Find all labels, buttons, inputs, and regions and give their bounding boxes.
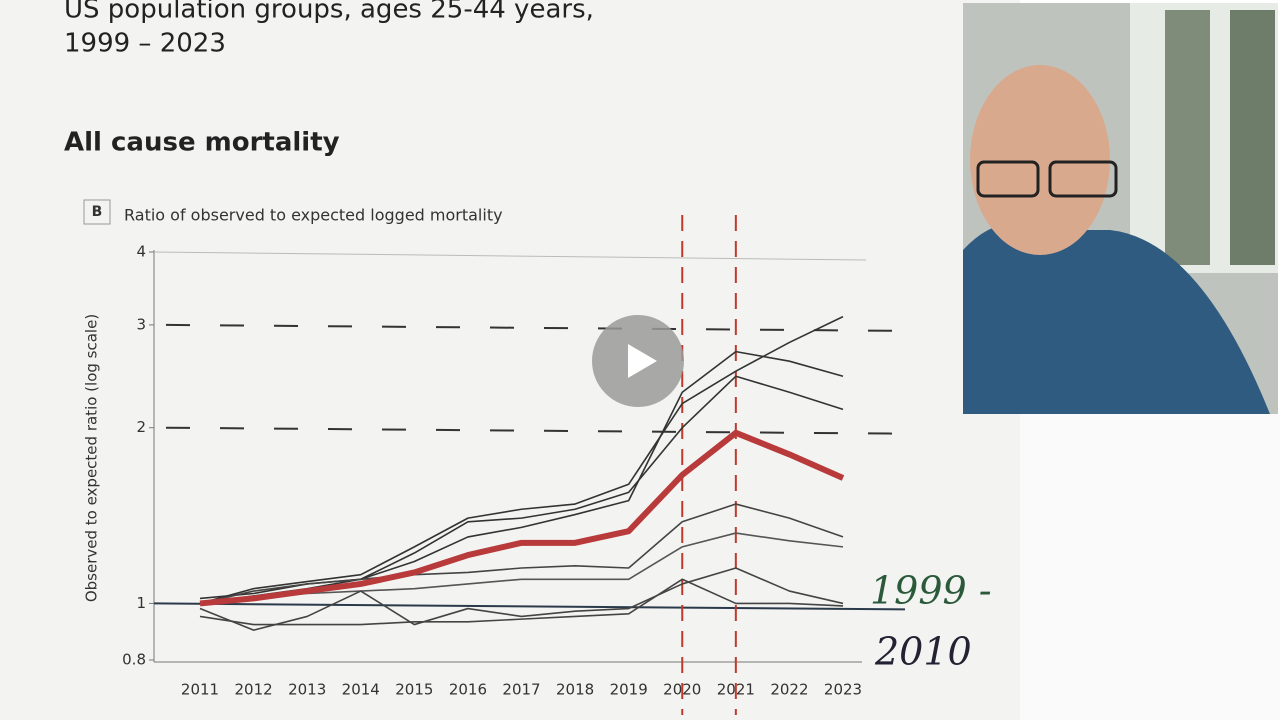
glasses <box>976 160 1040 198</box>
series-line <box>199 503 844 605</box>
subtitle: 1999 – 2023 <box>64 29 226 59</box>
paper <box>0 0 1020 720</box>
x-tick-label: 2016 <box>449 681 487 699</box>
paper-right <box>1020 414 1280 720</box>
x-tick-label: 2014 <box>342 681 380 699</box>
y-tick-label: 2 <box>136 418 146 436</box>
reference-line <box>153 602 906 611</box>
glasses <box>1048 160 1118 198</box>
sweater <box>963 223 1270 414</box>
panel-title: Ratio of observed to expected logged mor… <box>124 206 503 225</box>
panel-label: B <box>92 204 103 220</box>
reference-line <box>165 426 911 435</box>
section-title: All cause mortality <box>64 128 340 158</box>
plot: 0.8 1 2 3 4 2011 2012 2013 2014 2015 2016 2017 2018 2… <box>122 215 992 715</box>
y-tick-label: 4 <box>136 243 146 261</box>
series-line <box>199 567 844 631</box>
annotation: 1999 - <box>870 569 992 613</box>
grid-line <box>153 251 867 261</box>
window-pane <box>1165 10 1210 265</box>
webcam <box>963 3 1278 414</box>
y-tick-label: 0.8 <box>122 651 146 669</box>
annotation: 2010 <box>874 630 972 674</box>
x-tick-label: 2018 <box>556 681 594 699</box>
x-tick-label: 2012 <box>234 681 272 699</box>
y-tick-label: 3 <box>136 315 146 333</box>
play-icon <box>628 344 657 378</box>
y-axis-label: Observed to expected ratio (log scale) <box>83 314 101 602</box>
x-tick-label: 2019 <box>610 681 648 699</box>
series-line <box>199 578 844 626</box>
title: US population groups, ages 25-44 years, <box>64 0 594 25</box>
x-tick-label: 2013 <box>288 681 326 699</box>
panel-box <box>83 199 111 225</box>
x-tick-label: 2017 <box>502 681 540 699</box>
x-tick-label: 2023 <box>824 681 862 699</box>
x-tick-label: 2022 <box>770 681 808 699</box>
x-tick-label: 2015 <box>395 681 433 699</box>
y-tick-label: 1 <box>136 594 146 612</box>
window-pane <box>1230 10 1275 265</box>
series-line <box>199 429 845 607</box>
series-line <box>199 315 844 605</box>
x-tick-label: 2011 <box>181 681 219 699</box>
reference-line <box>165 323 911 332</box>
head <box>970 65 1110 255</box>
